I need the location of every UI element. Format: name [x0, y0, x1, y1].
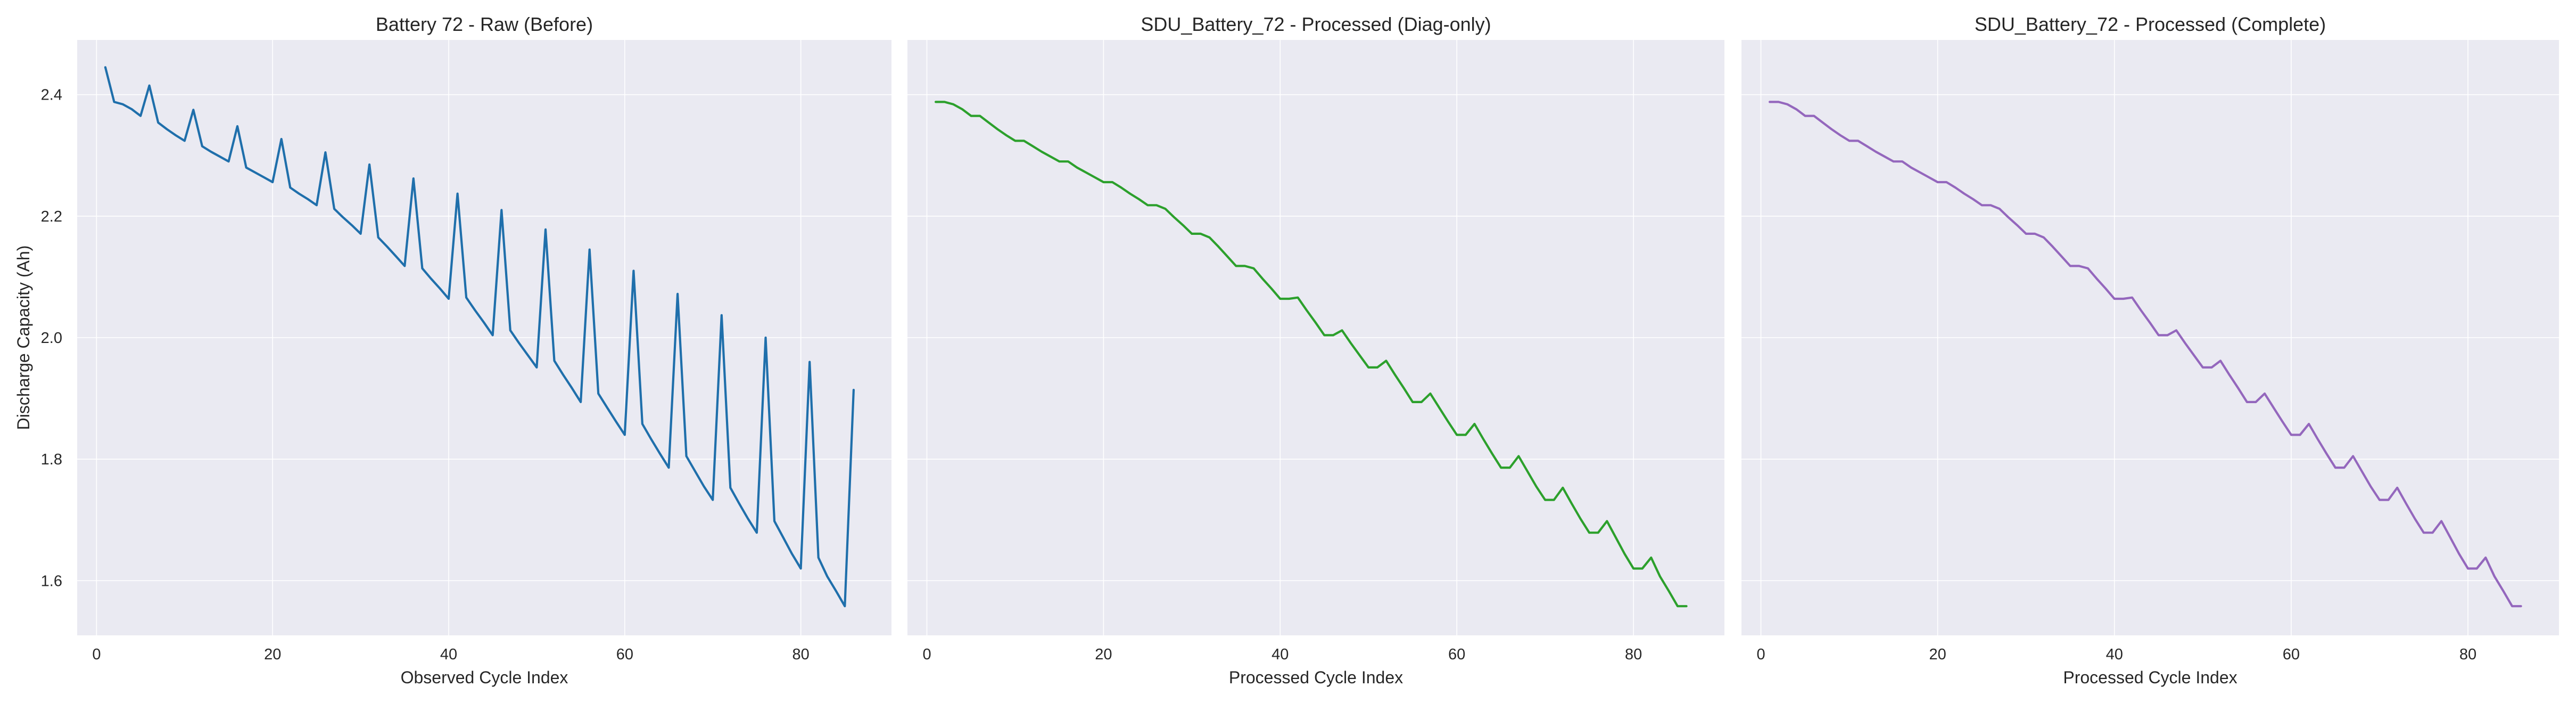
x-tick-label: 0 [92, 646, 101, 663]
chart-title: Battery 72 - Raw (Before) [376, 13, 593, 35]
series-line-diag-only [934, 101, 1688, 608]
y-tick-label: 1.8 [41, 451, 62, 468]
x-tick-label: 80 [792, 646, 809, 663]
chart-title: SDU_Battery_72 - Processed (Diag-only) [1141, 13, 1491, 35]
chart-title: SDU_Battery_72 - Processed (Complete) [1975, 13, 2326, 35]
x-tick-label: 20 [1929, 646, 1946, 663]
x-tick-label: 0 [1756, 646, 1765, 663]
x-tick-label: 80 [2459, 646, 2476, 663]
x-tick-label: 20 [264, 646, 281, 663]
y-axis-label: Discharge Capacity (Ah) [14, 246, 33, 430]
x-tick-label: 60 [2283, 646, 2300, 663]
y-tick-label: 2.0 [41, 330, 62, 347]
series-line-complete [1769, 101, 2522, 608]
x-tick-label: 40 [1272, 646, 1289, 663]
series-line-raw [104, 66, 855, 608]
x-tick-label: 80 [1625, 646, 1642, 663]
chart-panel-complete: SDU_Battery_72 - Processed (Complete) 0 20… [1741, 13, 2559, 687]
x-tick-label: 40 [2106, 646, 2123, 663]
y-tick-label: 2.2 [41, 208, 62, 225]
chart-panel-diag-only: SDU_Battery_72 - Processed (Diag-only) 0 2… [907, 13, 1724, 687]
x-tick-label: 60 [1448, 646, 1465, 663]
y-tick-label: 1.6 [41, 573, 62, 590]
x-tick-label: 60 [616, 646, 633, 663]
y-tick-label: 2.4 [41, 87, 62, 104]
x-axis-label: Observed Cycle Index [401, 668, 568, 687]
chart-panel-raw: Battery 72 - Raw (Before) 0 20 40 60 80 1.6 1.8… [41, 13, 891, 687]
x-tick-label: 0 [922, 646, 931, 663]
x-axis-label: Processed Cycle Index [2063, 668, 2237, 687]
x-tick-label: 20 [1095, 646, 1112, 663]
x-axis-label: Processed Cycle Index [1229, 668, 1403, 687]
x-tick-label: 40 [440, 646, 457, 663]
